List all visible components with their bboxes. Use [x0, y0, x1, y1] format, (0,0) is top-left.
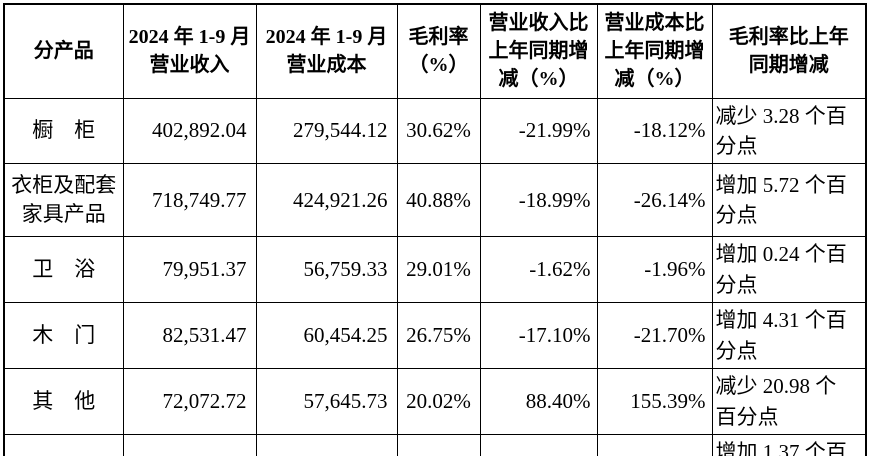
- col-header-margin-change: 毛利率比上年 同期增减: [711, 3, 867, 99]
- table-row-bathroom: 卫 浴 79,951.37 56,759.33 29.01% -1.62% -1…: [3, 236, 867, 304]
- cell-product: 橱 柜: [3, 97, 124, 165]
- product-margin-table: 分产品 2024 年 1-9 月 营业收入 2024 年 1-9 月 营业成本 …: [3, 3, 867, 456]
- cell-margin: 35.16%: [396, 433, 481, 456]
- cell-margin-change: 增加 0.24 个百 分点: [711, 236, 867, 304]
- cell-revenue: 718,749.77: [122, 163, 257, 238]
- cell-margin: 26.75%: [396, 302, 481, 370]
- cell-revenue-change: -17.10%: [479, 302, 598, 370]
- table-row-other: 其 他 72,072.72 57,645.73 20.02% 88.40% 15…: [3, 368, 867, 435]
- cell-cost: 279,544.12: [255, 97, 398, 165]
- col-header-cost: 2024 年 1-9 月 营业成本: [255, 3, 398, 99]
- cell-cost-change: -21.70%: [596, 302, 713, 370]
- cell-revenue-change: -21.99%: [479, 97, 598, 165]
- cell-revenue: 402,892.04: [122, 97, 257, 165]
- cell-cost: 424,921.26: [255, 163, 398, 238]
- cell-product: 木 门: [3, 302, 124, 370]
- col-header-revenue: 2024 年 1-9 月 营业收入: [122, 3, 257, 99]
- cell-margin-change: 增加 5.72 个百 分点: [711, 163, 867, 238]
- cell-margin-change: 增加 4.31 个百 分点: [711, 302, 867, 370]
- cell-margin: 30.62%: [396, 97, 481, 165]
- table-row-wooden-door: 木 门 82,531.47 60,454.25 26.75% -17.10% -…: [3, 302, 867, 370]
- cell-margin: 20.02%: [396, 368, 481, 435]
- cell-revenue: 82,531.47: [122, 302, 257, 370]
- col-header-revenue-change: 营业收入比 上年同期增 减（%）: [479, 3, 598, 99]
- col-header-product: 分产品: [3, 3, 124, 99]
- table-row-cabinet: 橱 柜 402,892.04 279,544.12 30.62% -21.99%…: [3, 97, 867, 165]
- cell-cost: 57,645.73: [255, 368, 398, 435]
- col-header-margin: 毛利率 （%）: [396, 3, 481, 99]
- cell-revenue: 1,356,197.37: [122, 433, 257, 456]
- cell-revenue: 79,951.37: [122, 236, 257, 304]
- cell-cost: 879,324.69: [255, 433, 398, 456]
- cell-cost-change: -18.12%: [596, 97, 713, 165]
- cell-cost: 60,454.25: [255, 302, 398, 370]
- cell-margin: 29.01%: [396, 236, 481, 304]
- col-header-cost-change: 营业成本比 上年同期增 减（%）: [596, 3, 713, 99]
- cell-cost-change: -18.16%: [596, 433, 713, 456]
- cell-cost-change: -1.96%: [596, 236, 713, 304]
- cell-product: 卫 浴: [3, 236, 124, 304]
- cell-product: 其 他: [3, 368, 124, 435]
- cell-revenue-change: -16.43%: [479, 433, 598, 456]
- cell-cost-change: -26.14%: [596, 163, 713, 238]
- cell-revenue: 72,072.72: [122, 368, 257, 435]
- cell-margin-change: 减少 3.28 个百 分点: [711, 97, 867, 165]
- header-row: 分产品 2024 年 1-9 月 营业收入 2024 年 1-9 月 营业成本 …: [3, 3, 867, 99]
- cell-product: 合 计: [3, 433, 124, 456]
- table-row-total: 合 计 1,356,197.37 879,324.69 35.16% -16.4…: [3, 433, 867, 456]
- cell-cost: 56,759.33: [255, 236, 398, 304]
- cell-product: 衣柜及配套 家具产品: [3, 163, 124, 238]
- cell-revenue-change: -1.62%: [479, 236, 598, 304]
- cell-cost-change: 155.39%: [596, 368, 713, 435]
- cell-margin: 40.88%: [396, 163, 481, 238]
- cell-margin-change: 增加 1.37 个百 分点: [711, 433, 867, 456]
- table-row-wardrobe: 衣柜及配套 家具产品 718,749.77 424,921.26 40.88% …: [3, 163, 867, 238]
- cell-revenue-change: -18.99%: [479, 163, 598, 238]
- cell-margin-change: 减少 20.98 个 百分点: [711, 368, 867, 435]
- cell-revenue-change: 88.40%: [479, 368, 598, 435]
